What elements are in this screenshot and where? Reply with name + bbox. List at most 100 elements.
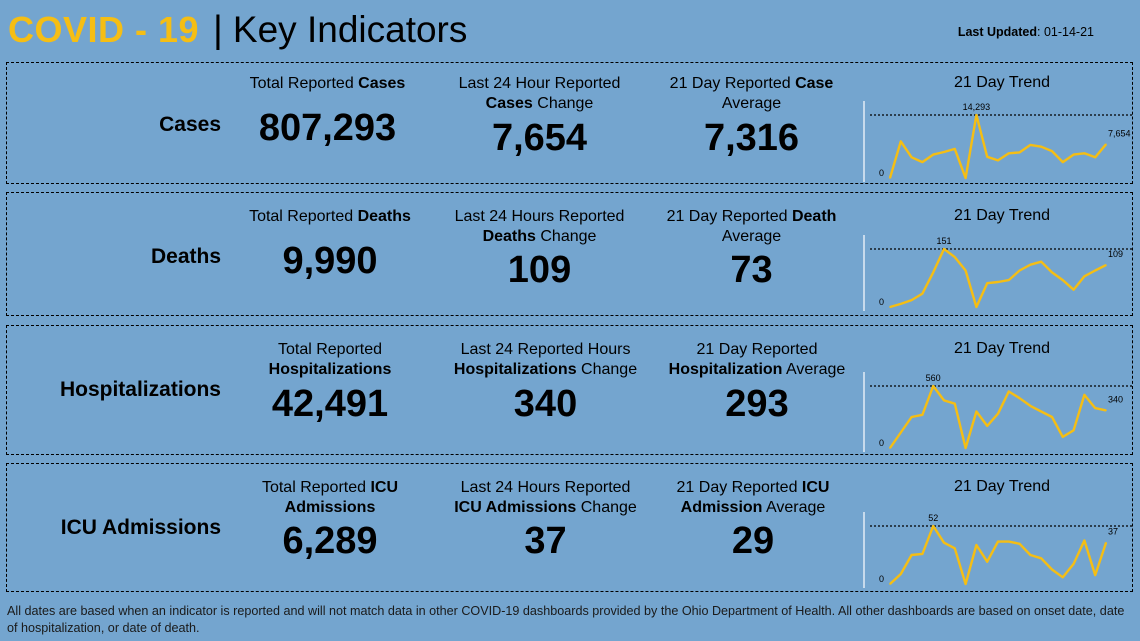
data-point bbox=[1040, 557, 1042, 560]
data-point bbox=[1051, 568, 1053, 571]
title-key-indicators: Key Indicators bbox=[232, 9, 468, 50]
total-value: 42,491 bbox=[271, 383, 389, 425]
change-24h: Last 24 Hour Reported Cases Change 7,654 bbox=[443, 74, 636, 184]
avg-21day: 21 Day Reported Death Average 73 bbox=[654, 207, 849, 317]
data-point bbox=[1072, 288, 1075, 291]
data-point bbox=[910, 554, 913, 556]
data-point bbox=[1094, 574, 1096, 576]
data-point bbox=[1040, 410, 1042, 413]
data-point bbox=[1029, 405, 1032, 407]
data-point bbox=[1051, 271, 1053, 274]
change-value: 109 bbox=[507, 249, 572, 291]
data-point bbox=[943, 399, 945, 402]
avg-21day: 21 Day Reported ICU Admission Average 29 bbox=[657, 478, 849, 588]
data-point bbox=[986, 282, 988, 284]
peak-label: 151 bbox=[936, 236, 951, 246]
data-point bbox=[1008, 279, 1010, 281]
trend-title: 21 Day Trend bbox=[953, 207, 1051, 224]
total-value: 9,990 bbox=[282, 240, 378, 282]
data-point bbox=[943, 541, 945, 544]
data-point bbox=[932, 271, 934, 274]
y-zero-label: 0 bbox=[879, 438, 884, 448]
change-value: 340 bbox=[513, 383, 578, 425]
data-point bbox=[1105, 541, 1107, 544]
last-value-label: 7,654 bbox=[1108, 128, 1131, 138]
last-value-label: 340 bbox=[1108, 394, 1123, 404]
row-cases: Cases Total Reported Cases 807,293 Last … bbox=[6, 62, 1134, 184]
series-line bbox=[889, 384, 1107, 450]
last-value-label: 109 bbox=[1108, 249, 1123, 259]
data-point bbox=[975, 306, 978, 308]
data-point bbox=[921, 161, 924, 163]
avg-value: 293 bbox=[725, 383, 789, 425]
total-reported: Total Reported Hospitalizations 42,491 bbox=[235, 340, 425, 450]
data-point bbox=[921, 413, 924, 416]
data-point bbox=[1008, 152, 1010, 155]
data-point bbox=[1105, 264, 1107, 266]
data-point bbox=[1072, 563, 1075, 565]
data-point bbox=[964, 269, 967, 272]
data-point bbox=[889, 583, 891, 585]
data-point bbox=[900, 573, 902, 575]
series-line bbox=[888, 113, 1107, 180]
data-point bbox=[932, 525, 934, 527]
data-point bbox=[1008, 540, 1010, 543]
data-point bbox=[910, 416, 913, 418]
row-label: Deaths bbox=[150, 245, 221, 268]
data-point bbox=[943, 151, 945, 153]
row-deaths: Deaths Total Reported Deaths 9,990 Last … bbox=[6, 192, 1134, 317]
row-label: Hospitalizations bbox=[59, 378, 221, 401]
data-point bbox=[1105, 409, 1107, 412]
trend-title: 21 Day Trend bbox=[953, 74, 1051, 91]
data-point bbox=[910, 299, 913, 301]
avg-21day: 21 Day Reported Hospitalization Average 2… bbox=[657, 340, 857, 450]
data-point bbox=[997, 412, 999, 415]
row-label: Cases bbox=[159, 113, 221, 136]
avg-21day: 21 Day Reported Case Average 7,316 bbox=[654, 74, 849, 184]
data-point bbox=[921, 553, 924, 555]
data-point bbox=[1072, 153, 1075, 156]
data-point bbox=[975, 544, 978, 546]
data-point bbox=[1018, 151, 1021, 154]
data-point bbox=[910, 156, 913, 159]
peak-label: 14,293 bbox=[963, 102, 991, 112]
trend-chart-deaths: 0 151 109 bbox=[863, 235, 1134, 311]
data-point bbox=[954, 256, 956, 258]
data-point bbox=[1083, 275, 1086, 278]
total-value: 6,289 bbox=[282, 520, 378, 562]
data-point bbox=[1083, 394, 1086, 396]
change-24h: Last 24 Hours Reported Deaths Change 109 bbox=[443, 207, 636, 317]
data-point bbox=[1029, 144, 1032, 146]
peak-label: 52 bbox=[928, 513, 938, 523]
footer-note: All dates are based when an indicator is… bbox=[7, 604, 1125, 635]
data-point bbox=[1094, 269, 1096, 272]
total-value: 807,293 bbox=[258, 107, 397, 149]
data-point bbox=[1072, 429, 1075, 432]
data-point bbox=[932, 385, 934, 387]
total-reported: Total Reported ICU Admissions 6,289 bbox=[235, 478, 425, 588]
y-zero-label: 0 bbox=[879, 574, 884, 584]
dashboard-header: COVID - 19 | Key Indicators bbox=[8, 6, 467, 54]
data-point bbox=[1062, 576, 1064, 579]
avg-value: 73 bbox=[730, 249, 773, 291]
total-reported: Total Reported Deaths 9,990 bbox=[235, 207, 425, 317]
data-point bbox=[986, 425, 988, 427]
trend-chart-icu: 0 52 37 bbox=[863, 512, 1134, 588]
data-point bbox=[975, 114, 978, 116]
change-value: 37 bbox=[524, 520, 567, 562]
y-zero-label: 0 bbox=[879, 297, 884, 307]
data-point bbox=[1083, 152, 1086, 155]
row-label: ICU Admissions bbox=[60, 516, 221, 539]
data-point bbox=[964, 583, 967, 585]
data-point bbox=[1105, 143, 1107, 146]
data-point bbox=[1040, 145, 1042, 148]
data-point bbox=[943, 248, 945, 250]
data-point bbox=[900, 303, 902, 305]
peak-label: 560 bbox=[926, 373, 941, 383]
data-point bbox=[900, 140, 902, 143]
title-covid: COVID - 19 bbox=[8, 9, 200, 50]
data-point bbox=[954, 402, 956, 405]
data-point bbox=[954, 547, 956, 550]
data-point bbox=[921, 292, 924, 295]
change-24h: Last 24 Hours Reported ICU Admissions Cha… bbox=[443, 478, 648, 588]
